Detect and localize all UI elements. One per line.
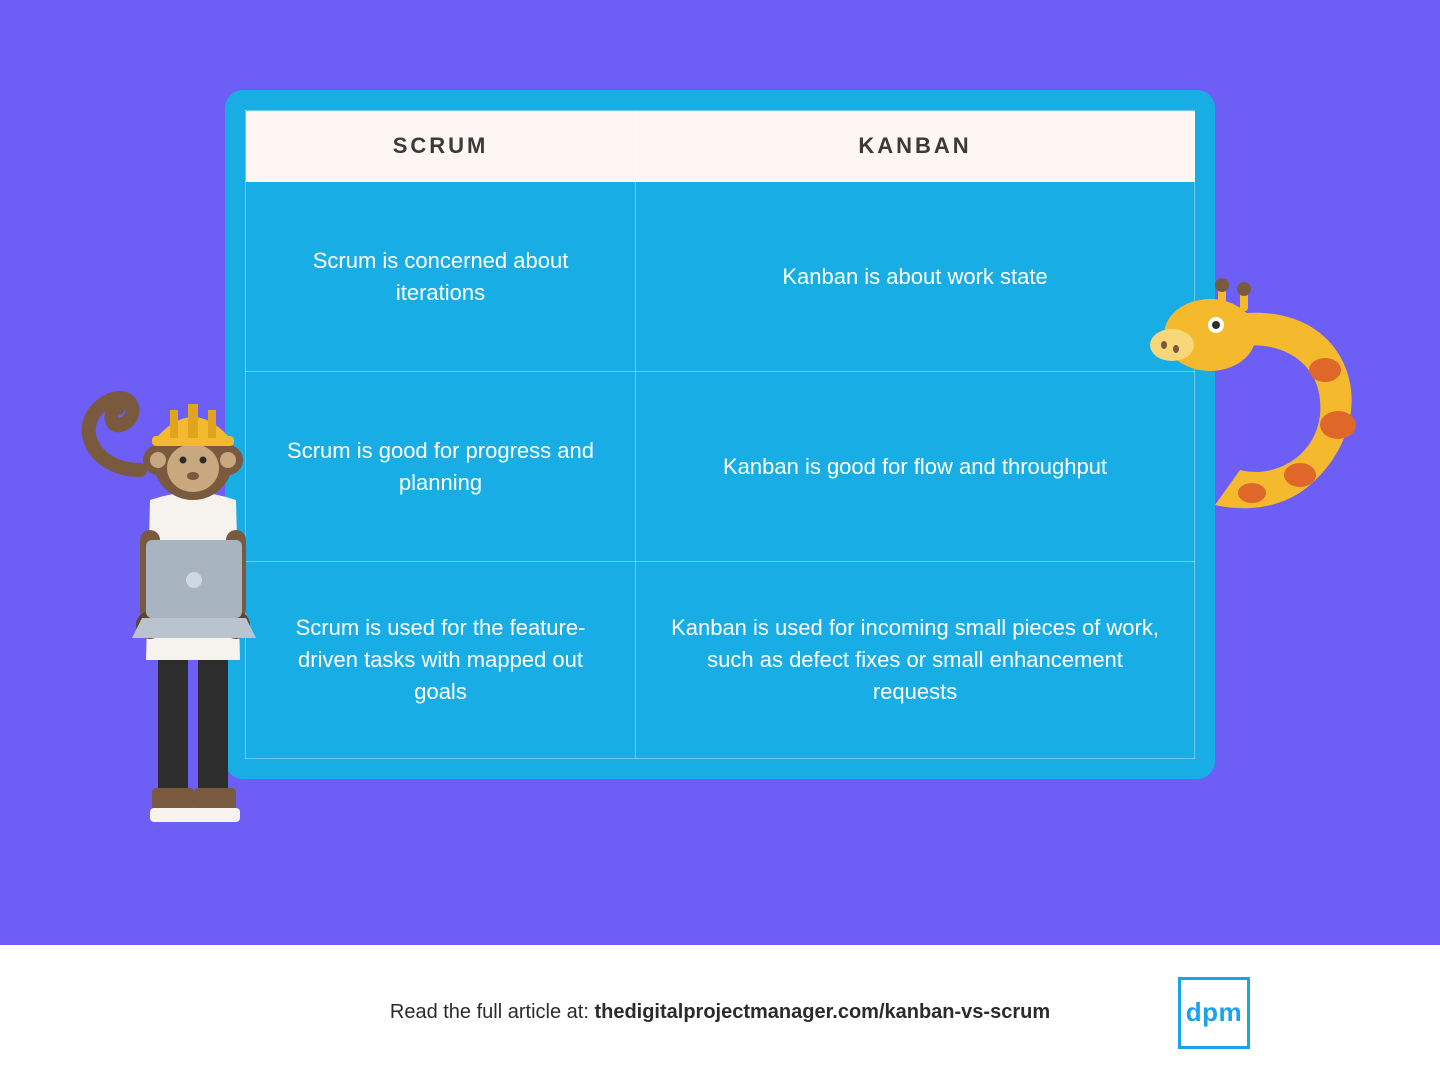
column-header-scrum: SCRUM: [246, 111, 636, 182]
main-area: SCRUM KANBAN Scrum is concerned about it…: [0, 0, 1440, 945]
column-header-kanban: KANBAN: [636, 111, 1195, 182]
cell-kanban-2: Kanban is good for flow and throughput: [636, 372, 1195, 562]
cell-scrum-2: Scrum is good for progress and planning: [246, 372, 636, 562]
footer: Read the full article at: thedigitalproj…: [0, 945, 1440, 1080]
footer-url: thedigitalprojectmanager.com/kanban-vs-s…: [594, 1001, 1050, 1023]
comparison-table-container: SCRUM KANBAN Scrum is concerned about it…: [225, 90, 1215, 779]
cell-kanban-1: Kanban is about work state: [636, 182, 1195, 372]
cell-kanban-3: Kanban is used for incoming small pieces…: [636, 562, 1195, 759]
dpm-logo-text: dpm: [1186, 997, 1242, 1028]
cell-scrum-1: Scrum is concerned about iterations: [246, 182, 636, 372]
table-row: Scrum is good for progress and planning …: [246, 372, 1195, 562]
dpm-logo: dpm: [1178, 977, 1250, 1049]
comparison-table: SCRUM KANBAN Scrum is concerned about it…: [245, 110, 1195, 759]
table-row: Scrum is concerned about iterations Kanb…: [246, 182, 1195, 372]
cell-scrum-3: Scrum is used for the feature-driven tas…: [246, 562, 636, 759]
footer-lead: Read the full article at:: [390, 1001, 595, 1023]
table-row: Scrum is used for the feature-driven tas…: [246, 562, 1195, 759]
monkey-icon: [80, 380, 300, 840]
giraffe-icon: [1120, 275, 1380, 535]
footer-text: Read the full article at: thedigitalproj…: [390, 1001, 1050, 1024]
